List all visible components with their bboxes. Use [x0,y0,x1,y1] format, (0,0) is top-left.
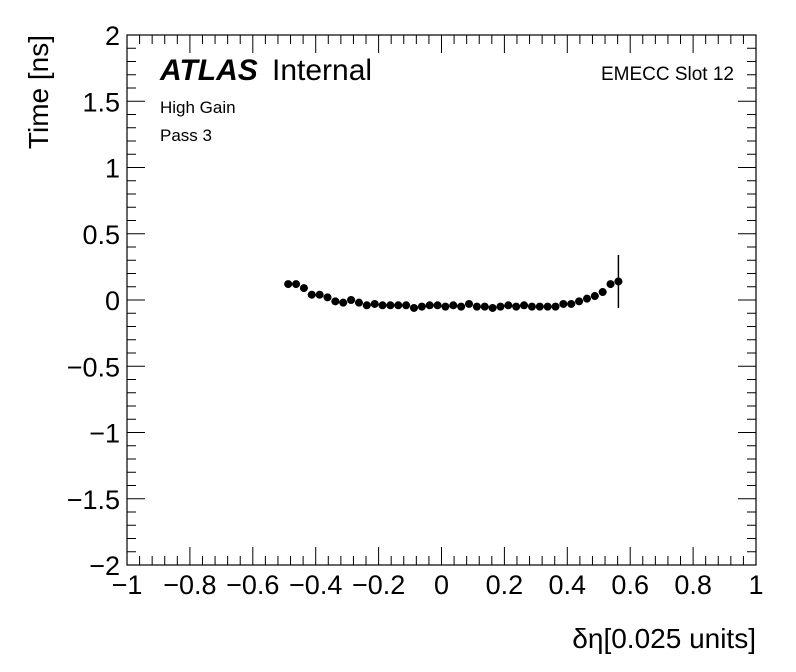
data-point [496,302,505,311]
pass-label: Pass 3 [160,126,212,145]
y-tick-label: 1 [105,154,120,184]
data-point [417,302,426,311]
data-point [575,297,584,306]
data-point [606,280,615,289]
data-point [535,302,544,311]
x-tick-labels: −1 −0.8 −0.6 −0.4 −0.2 0 0.2 0.4 0.6 0.8 1 [112,570,764,600]
data-point [323,293,332,302]
data-point [465,299,474,308]
axis-ticks [126,34,757,566]
data-point [614,277,623,286]
data-point [394,301,403,310]
data-point [472,302,481,311]
data-point [598,288,607,297]
data-point [347,296,356,304]
x-tick-label: 0.4 [549,570,587,600]
data-point [299,284,308,293]
data-point [449,301,458,310]
y-axis-label: Time [ns] [23,35,54,149]
data-point [307,290,316,299]
data-point [527,302,536,311]
data-point [457,302,466,311]
x-tick-label: 0.6 [611,570,649,600]
y-tick-label: −1.5 [67,485,120,515]
data-point [590,292,599,301]
x-tick-label: 0.8 [674,570,712,600]
data-point [402,301,411,310]
data-point [409,303,418,312]
x-tick-label: −0.2 [352,570,405,600]
gain-label: High Gain [160,98,236,117]
x-tick-label: −0.8 [163,570,216,600]
y-tick-label: 0.5 [82,220,120,250]
data-point [339,298,348,307]
data-point [551,302,560,311]
data-point [441,302,450,311]
data-point [284,280,293,289]
data-point [559,299,568,308]
data-point [362,301,371,310]
data-point [480,302,489,311]
data-point [567,299,576,308]
data-point [292,280,301,289]
atlas-label: ATLAS [159,54,258,87]
x-tick-label: −0.4 [289,570,342,600]
x-tick-label: −0.6 [226,570,279,600]
data-point [582,294,591,303]
y-tick-label: −0.5 [67,352,120,382]
y-tick-label: −2 [89,551,120,581]
x-tick-label: 0 [434,570,449,600]
data-point [315,290,324,299]
data-point [378,301,387,310]
y-tick-labels: −2 −1.5 −1 −0.5 0 0.5 1 1.5 2 [67,21,120,581]
data-point [543,302,552,311]
data-point [386,301,395,310]
data-point [370,299,379,308]
data-point [331,297,340,306]
data-point [520,301,529,310]
y-tick-label: −1 [89,419,120,449]
y-tick-label: 0 [105,286,120,316]
data-point [504,301,513,310]
x-tick-label: 0.2 [486,570,524,600]
x-tick-label: −1 [112,570,143,600]
x-axis-label: δη[0.025 units] [572,623,756,654]
data-point [425,301,434,310]
data-point [354,298,363,307]
y-tick-label: 1.5 [82,87,120,117]
y-tick-label: 2 [105,21,120,51]
internal-label: Internal [272,54,372,87]
data-point [488,303,497,312]
data-points [284,254,623,312]
data-point [512,302,521,311]
x-tick-label: 1 [748,570,763,600]
slot-label: EMECC Slot 12 [601,64,734,85]
data-point [433,301,442,310]
